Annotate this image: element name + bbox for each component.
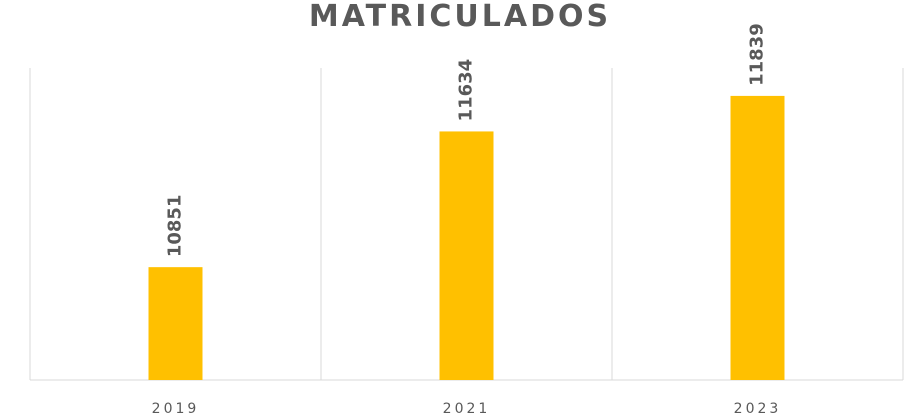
x-tick-label: 2021: [443, 401, 491, 417]
value-label: 11839: [747, 23, 768, 86]
x-tick-label: 2019: [152, 401, 200, 417]
bar: [148, 267, 203, 380]
value-label: 11634: [456, 59, 477, 122]
x-tick-label: 2023: [734, 401, 782, 417]
bar: [439, 131, 494, 380]
value-label: 10851: [165, 195, 186, 258]
bar: [730, 95, 785, 380]
chart-title: MATRICULADOS: [309, 0, 611, 34]
